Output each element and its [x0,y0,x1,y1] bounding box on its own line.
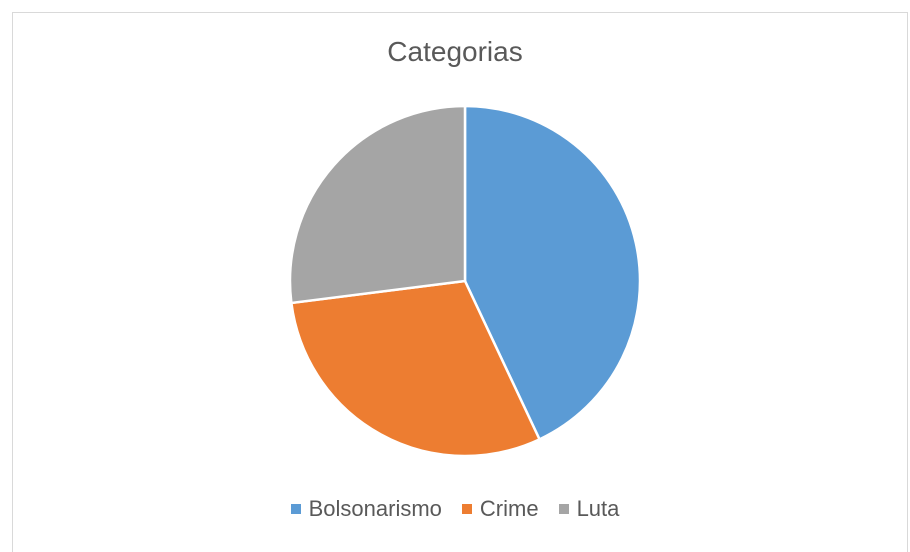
legend: Bolsonarismo Crime Luta [0,496,910,522]
chart-title: Categorias [387,36,523,67]
legend-item-bolsonarismo: Bolsonarismo [290,496,442,522]
pie-slice-bolsonarismo [463,104,642,442]
legend-label-luta: Luta [576,496,620,521]
legend-swatch-crime [461,504,472,514]
legend-swatch-luta [558,504,569,514]
pie-chart [288,104,642,458]
legend-item-crime: Crime [461,496,539,522]
legend-label-crime: Crime [479,496,539,521]
legend-item-luta: Luta [558,496,620,522]
legend-label-bolsonarismo: Bolsonarismo [308,496,442,521]
legend-swatch-bolsonarismo [290,504,301,514]
pie-slice-crime [289,279,542,458]
pie-slice-luta [288,104,467,305]
